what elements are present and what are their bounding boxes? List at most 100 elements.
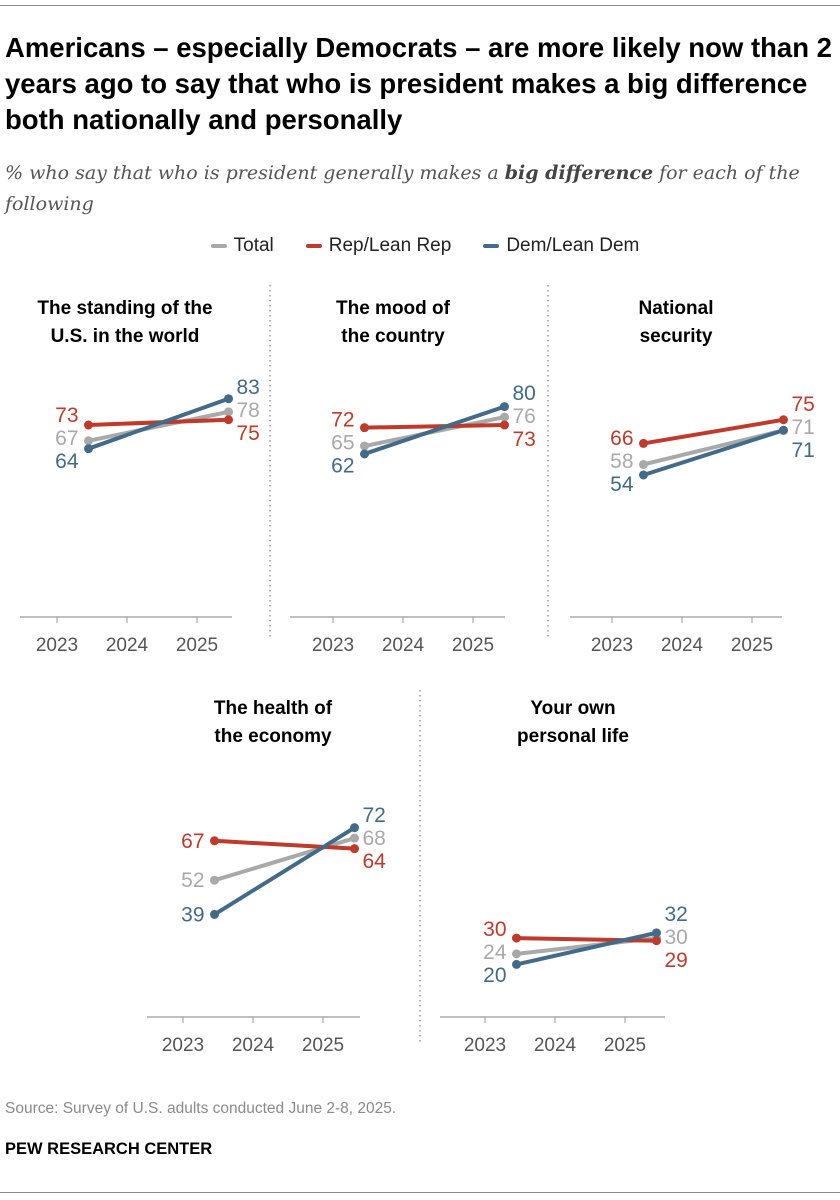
data-point [652, 936, 661, 946]
data-label: 32 [665, 903, 688, 926]
subtitle-text: % who say that who is president generall… [5, 162, 505, 184]
panel-title: The health of [214, 698, 333, 719]
panel-1: The standing of the U.S. in the world 2023… [20, 298, 260, 656]
data-point [512, 949, 521, 959]
series-line-dem-lean-dem [212, 825, 357, 917]
legend-swatch [483, 244, 500, 248]
data-label: 73 [55, 404, 78, 427]
legend-swatch [210, 244, 227, 248]
data-point [360, 441, 369, 451]
data-point [84, 436, 93, 446]
legend-swatch [305, 244, 322, 248]
source-note: Source: Survey of U.S. adults conducted … [5, 1100, 397, 1117]
panel-title: the economy [214, 726, 332, 747]
series-line-total [212, 836, 357, 883]
data-point [360, 449, 369, 459]
data-point [210, 836, 219, 846]
data-point [224, 407, 233, 417]
chart-subtitle: % who say that who is president generall… [5, 158, 835, 220]
data-point [84, 444, 93, 454]
data-label: 67 [181, 830, 204, 853]
panel-4: The health of the economy 2023 2024 2025 67 52… [147, 698, 386, 1056]
x-tick-label: 2024 [534, 1035, 577, 1056]
data-label: 62 [331, 455, 354, 478]
panel-title: The standing of the [37, 298, 212, 319]
top-rule [0, 5, 840, 6]
legend: Total Rep/Lean Rep Dem/Lean Dem [0, 235, 840, 257]
series-line-rep-lean-rep [514, 936, 659, 943]
x-tick-label: 2023 [591, 635, 633, 656]
panel-title: personal life [517, 726, 629, 747]
x-tick-label: 2023 [36, 635, 78, 656]
data-point [500, 420, 509, 430]
legend-item-rep: Rep/Lean Rep [305, 235, 452, 257]
panel-title: The mood of [336, 298, 451, 319]
data-label: 54 [610, 473, 634, 496]
series-line-dem-lean-dem [514, 930, 659, 967]
data-label: 64 [363, 850, 387, 873]
x-tick-label: 2025 [731, 635, 773, 656]
data-point [500, 402, 509, 412]
data-label: 30 [665, 926, 688, 949]
x-tick-label: 2025 [604, 1035, 646, 1056]
series-line-rep-lean-rep [212, 838, 357, 851]
panel-title: Your own [530, 698, 615, 719]
data-point [500, 412, 509, 422]
x-tick-label: 2023 [312, 635, 354, 656]
data-label: 58 [610, 450, 633, 473]
data-point [652, 928, 661, 938]
legend-item-total: Total [210, 235, 274, 257]
series-line-dem-lean-dem [362, 404, 507, 456]
data-label: 83 [237, 376, 260, 399]
data-label: 76 [513, 405, 536, 428]
data-label: 20 [483, 964, 506, 987]
panel-title: security [640, 326, 713, 347]
legend-item-dem: Dem/Lean Dem [483, 235, 639, 257]
x-tick-label: 2025 [452, 635, 494, 656]
x-tick-label: 2024 [232, 1035, 275, 1056]
data-label: 75 [792, 393, 815, 416]
x-tick-label: 2023 [464, 1035, 506, 1056]
data-label: 72 [331, 409, 354, 432]
panel-title: National [639, 298, 714, 319]
series-line-rep-lean-rep [641, 417, 786, 446]
data-point [350, 833, 359, 843]
x-tick-label: 2024 [382, 635, 425, 656]
x-tick-label: 2023 [162, 1035, 204, 1056]
data-label: 64 [55, 450, 79, 473]
data-label: 66 [610, 427, 633, 450]
series-line-dem-lean-dem [86, 396, 231, 451]
x-tick-label: 2024 [106, 635, 149, 656]
data-label: 39 [181, 903, 204, 926]
data-point [84, 420, 93, 430]
legend-label: Rep/Lean Rep [328, 235, 452, 256]
subtitle-bold: big difference [504, 162, 654, 184]
data-point [639, 438, 648, 448]
x-tick-label: 2025 [302, 1035, 344, 1056]
data-label: 67 [55, 427, 78, 450]
data-point [224, 394, 233, 404]
data-point [512, 933, 521, 943]
series-line-rep-lean-rep [362, 423, 507, 430]
chart-title: Americans – especially Democrats – are m… [5, 32, 832, 135]
data-point [350, 844, 359, 854]
panel-2: The mood of the country 2023 2024 2025 726562… [290, 298, 536, 656]
data-point [210, 909, 219, 919]
data-label: 80 [513, 382, 536, 405]
legend-label: Dem/Lean Dem [506, 235, 640, 256]
bottom-rule [0, 1192, 840, 1193]
data-label: 73 [513, 428, 536, 451]
data-point [512, 959, 521, 969]
panel-title: U.S. in the world [51, 326, 200, 347]
data-label: 29 [665, 949, 688, 972]
data-label: 72 [363, 804, 386, 827]
data-label: 52 [181, 869, 204, 892]
x-tick-label: 2024 [661, 635, 704, 656]
data-point [360, 423, 369, 433]
series-line-total [86, 409, 231, 443]
data-point [779, 415, 788, 425]
data-point [350, 823, 359, 833]
data-label: 24 [483, 941, 507, 964]
